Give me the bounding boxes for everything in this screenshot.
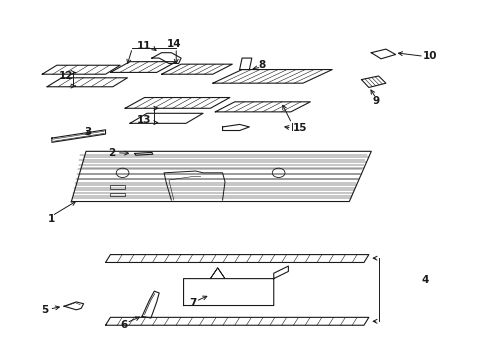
- Text: 2: 2: [108, 148, 115, 158]
- Text: 1: 1: [48, 215, 56, 224]
- Text: 5: 5: [41, 305, 48, 315]
- Text: 12: 12: [59, 71, 74, 81]
- Text: 15: 15: [293, 123, 307, 133]
- Text: 14: 14: [166, 40, 181, 49]
- Text: 4: 4: [420, 275, 427, 285]
- Text: 6: 6: [120, 320, 127, 330]
- Text: 9: 9: [372, 96, 379, 106]
- Text: 7: 7: [189, 298, 197, 308]
- Text: 10: 10: [422, 51, 436, 61]
- Text: 11: 11: [137, 41, 151, 50]
- Text: 3: 3: [84, 127, 91, 136]
- Text: 8: 8: [257, 60, 264, 70]
- Text: 13: 13: [137, 115, 151, 125]
